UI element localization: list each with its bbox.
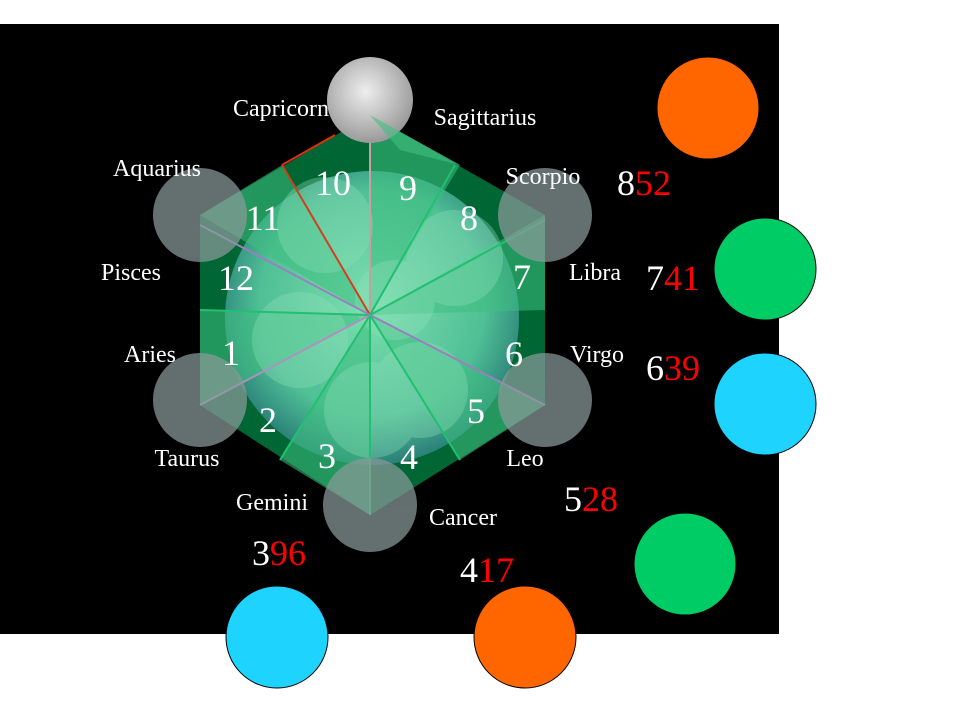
- house-12: 12: [218, 258, 254, 298]
- orange-circle: [473, 585, 577, 689]
- frequency-rest: 96: [270, 533, 306, 573]
- frequency-lead: 4: [460, 550, 478, 590]
- cyan-circle: [713, 352, 817, 456]
- frequency-rest: 41: [664, 258, 700, 298]
- house-1: 1: [222, 333, 240, 373]
- sign-labels: Capricorn Sagittarius Aquarius Scorpio P…: [101, 96, 624, 531]
- house-10: 10: [315, 163, 351, 203]
- orange-circle: [656, 56, 760, 160]
- moon-image: [327, 57, 413, 143]
- cyan-circle: [225, 585, 329, 689]
- house-7: 7: [513, 257, 531, 297]
- house-2: 2: [259, 400, 277, 440]
- label-gemini: Gemini: [236, 490, 308, 516]
- frequency-rest: 39: [664, 348, 700, 388]
- label-leo: Leo: [506, 446, 543, 472]
- label-pisces: Pisces: [101, 260, 161, 286]
- house-8: 8: [460, 198, 478, 238]
- house-3: 3: [318, 436, 336, 476]
- house-5: 5: [467, 391, 485, 431]
- frequency-lead: 7: [646, 258, 664, 298]
- frequency-rest: 28: [582, 479, 618, 519]
- label-aries: Aries: [124, 342, 176, 368]
- frequency-lead: 3: [252, 533, 270, 573]
- label-libra: Libra: [569, 260, 621, 286]
- frequency-rest: 52: [635, 163, 671, 203]
- frequency-lead: 6: [646, 348, 664, 388]
- house-9: 9: [399, 168, 417, 208]
- label-cancer: Cancer: [429, 505, 497, 531]
- label-capricorn: Capricorn: [233, 96, 329, 122]
- frequency-lead: 8: [617, 163, 635, 203]
- label-taurus: Taurus: [155, 446, 220, 472]
- house-11: 11: [246, 198, 281, 238]
- green-circle: [713, 217, 817, 321]
- frequency-lead: 5: [564, 479, 582, 519]
- house-4: 4: [400, 437, 418, 477]
- house-numbers: 1 2 3 4 5 6 7 8 9 10 11 12: [218, 163, 531, 477]
- house-6: 6: [505, 334, 523, 374]
- moon-overlay: [370, 115, 460, 165]
- frequency-rest: 17: [478, 550, 514, 590]
- frequency-528: 528: [564, 479, 618, 519]
- frequency-396: 396: [252, 533, 306, 573]
- vertex-circles: [153, 168, 592, 552]
- frequency-741: 741: [646, 258, 700, 298]
- label-scorpio: Scorpio: [506, 164, 581, 190]
- color-circles: [225, 56, 817, 689]
- label-aquarius: Aquarius: [113, 156, 201, 182]
- green-circle: [633, 512, 737, 616]
- frequency-numbers: 852 741 639 528 396 417: [252, 163, 700, 590]
- frequency-852: 852: [617, 163, 671, 203]
- label-virgo: Virgo: [570, 342, 624, 368]
- frequency-417: 417: [460, 550, 514, 590]
- frequency-639: 639: [646, 348, 700, 388]
- label-sagittarius: Sagittarius: [434, 105, 537, 131]
